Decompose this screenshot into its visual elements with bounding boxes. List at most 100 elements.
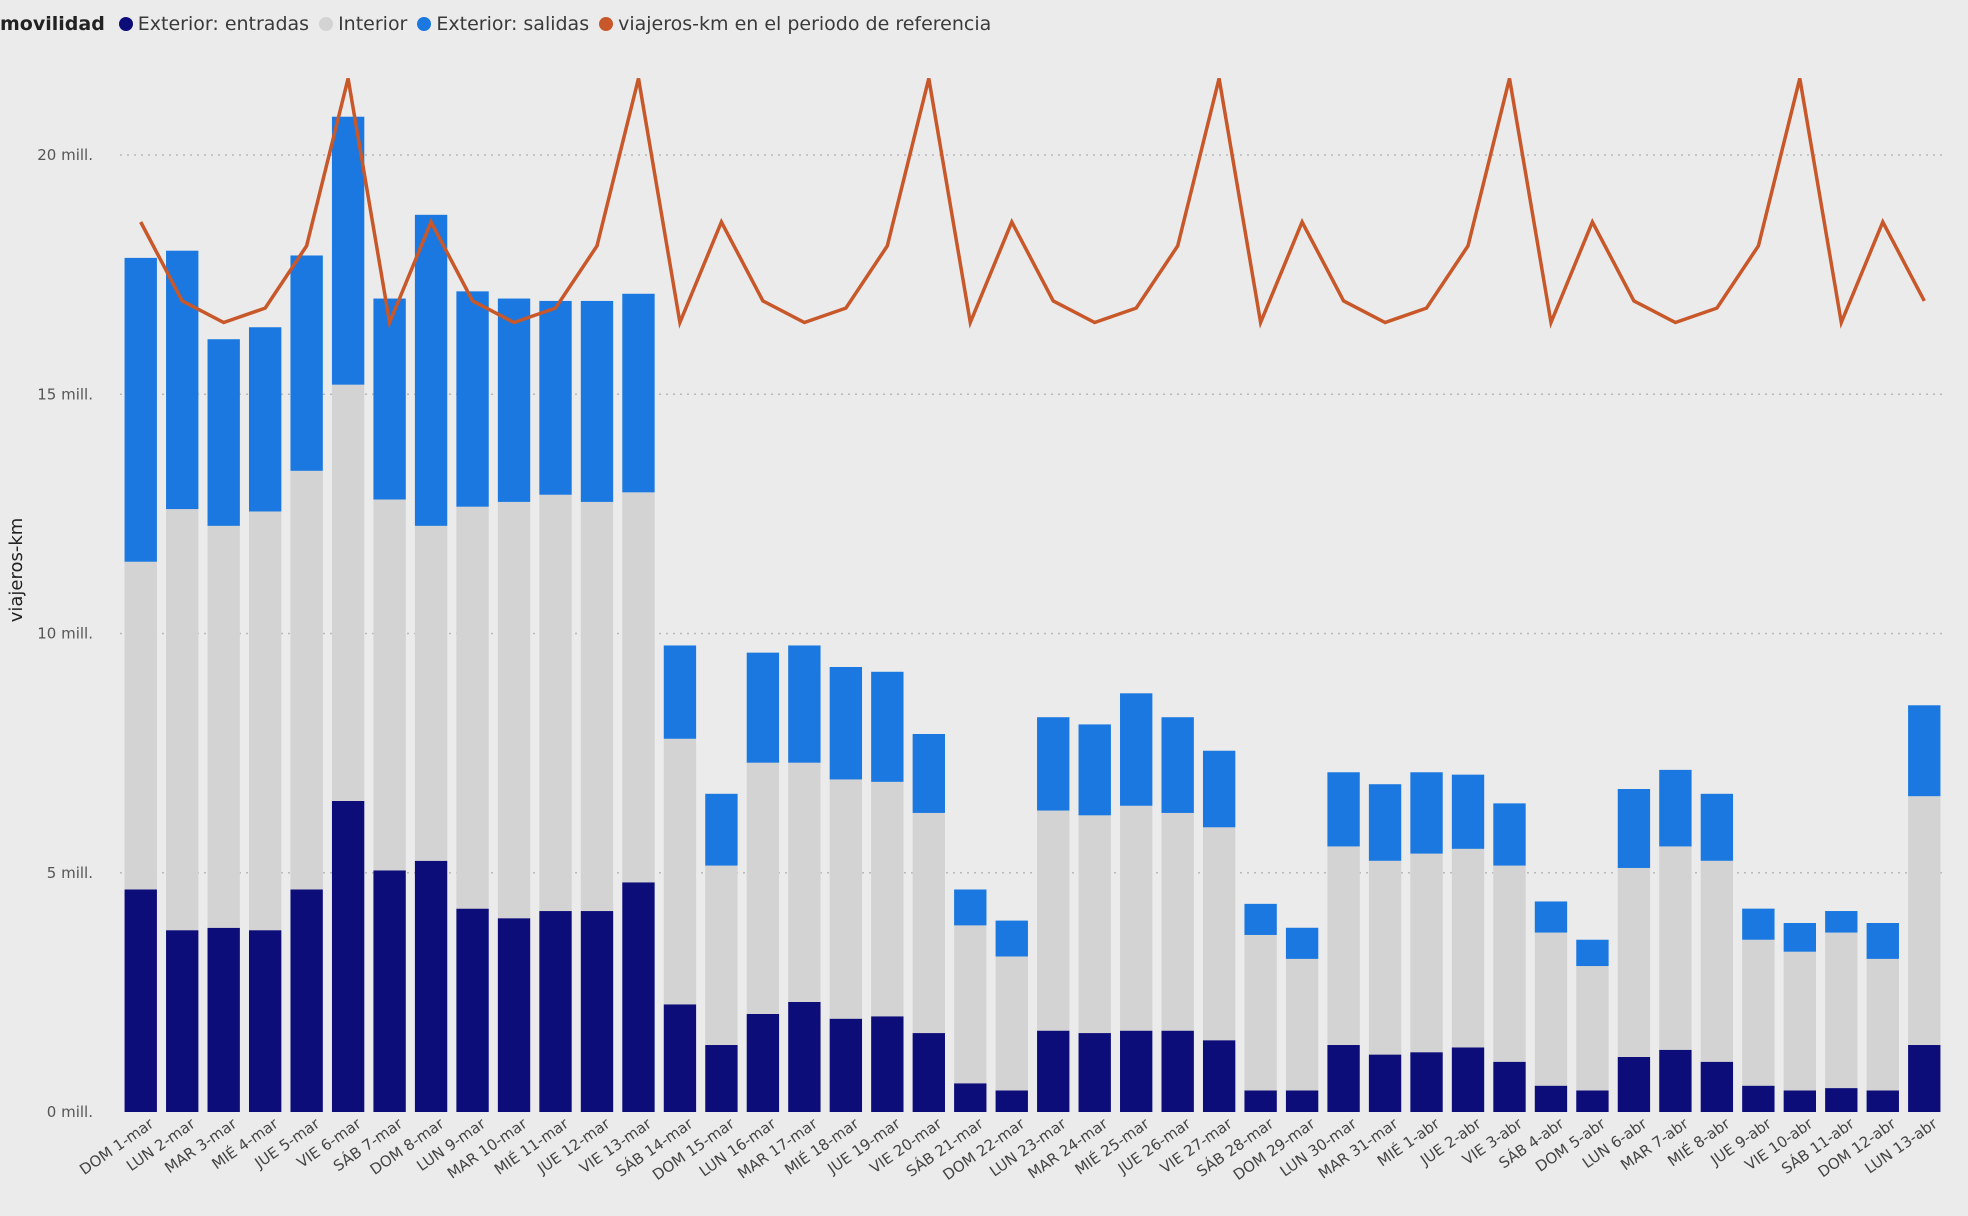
bar-segment-entradas[interactable]	[1244, 1090, 1277, 1112]
bar-segment-salidas[interactable]	[954, 889, 987, 926]
bar-segment-interior[interactable]	[829, 779, 863, 1019]
bar-segment-interior[interactable]	[1368, 860, 1402, 1055]
bar-segment-salidas[interactable]	[1866, 922, 1899, 959]
bar-segment-salidas[interactable]	[829, 666, 863, 780]
bar-segment-salidas[interactable]	[1327, 772, 1360, 847]
bar-segment-salidas[interactable]	[1783, 922, 1817, 952]
bar-segment-entradas[interactable]	[1161, 1030, 1194, 1112]
bar-segment-salidas[interactable]	[871, 671, 904, 782]
bar-segment-entradas[interactable]	[124, 889, 157, 1112]
bar-segment-interior[interactable]	[871, 781, 904, 1017]
bar-segment-entradas[interactable]	[829, 1018, 863, 1112]
bar-segment-interior[interactable]	[331, 384, 365, 801]
bar-segment-interior[interactable]	[1617, 867, 1651, 1057]
bar-segment-entradas[interactable]	[871, 1016, 904, 1112]
bar-segment-interior[interactable]	[290, 470, 323, 890]
bar-segment-salidas[interactable]	[1742, 908, 1775, 940]
bar-segment-interior[interactable]	[1078, 815, 1111, 1034]
bar-segment-entradas[interactable]	[331, 800, 365, 1112]
bar-segment-salidas[interactable]	[248, 327, 282, 512]
bar-segment-interior[interactable]	[954, 925, 987, 1084]
bar-segment-salidas[interactable]	[207, 339, 240, 526]
bar-segment-interior[interactable]	[1534, 932, 1568, 1086]
bar-segment-entradas[interactable]	[1742, 1085, 1775, 1112]
bar-segment-entradas[interactable]	[622, 882, 655, 1112]
bar-segment-interior[interactable]	[663, 738, 697, 1005]
bar-segment-salidas[interactable]	[373, 298, 406, 500]
legend-item-salidas[interactable]: Exterior: salidas	[417, 13, 589, 35]
bar-segment-salidas[interactable]	[1659, 769, 1692, 847]
bar-segment-salidas[interactable]	[1120, 693, 1153, 806]
bar-segment-salidas[interactable]	[497, 298, 531, 502]
bar-segment-entradas[interactable]	[912, 1033, 945, 1112]
bar-segment-salidas[interactable]	[788, 645, 821, 763]
bar-segment-salidas[interactable]	[912, 733, 945, 813]
bar-segment-entradas[interactable]	[497, 918, 531, 1112]
bar-segment-salidas[interactable]	[539, 300, 572, 495]
bar-segment-entradas[interactable]	[456, 908, 489, 1112]
bar-segment-interior[interactable]	[124, 561, 157, 890]
reference-line[interactable]	[139, 77, 1926, 329]
bar-segment-entradas[interactable]	[1659, 1049, 1692, 1112]
bar-segment-salidas[interactable]	[1908, 705, 1941, 797]
bar-segment-salidas[interactable]	[995, 920, 1028, 957]
bar-segment-interior[interactable]	[705, 865, 738, 1046]
bar-segment-salidas[interactable]	[290, 255, 323, 471]
bar-segment-entradas[interactable]	[1576, 1090, 1609, 1112]
bar-segment-interior[interactable]	[622, 492, 655, 883]
legend-item-interior[interactable]: Interior	[319, 13, 407, 35]
bar-segment-entradas[interactable]	[1700, 1061, 1734, 1112]
bar-segment-interior[interactable]	[207, 525, 240, 928]
bar-segment-entradas[interactable]	[1783, 1090, 1817, 1112]
bar-segment-salidas[interactable]	[1410, 772, 1443, 854]
bar-segment-interior[interactable]	[456, 506, 489, 909]
bar-segment-interior[interactable]	[1493, 865, 1526, 1062]
bar-segment-interior[interactable]	[1825, 932, 1858, 1089]
bar-segment-interior[interactable]	[1908, 796, 1941, 1046]
bar-segment-interior[interactable]	[1659, 846, 1692, 1050]
bar-segment-entradas[interactable]	[290, 889, 323, 1112]
bar-segment-entradas[interactable]	[1202, 1040, 1236, 1112]
bar-segment-entradas[interactable]	[166, 930, 199, 1112]
bar-segment-entradas[interactable]	[1285, 1090, 1319, 1112]
bar-segment-interior[interactable]	[1037, 810, 1070, 1031]
bar-segment-salidas[interactable]	[1700, 793, 1734, 861]
bar-segment-salidas[interactable]	[1368, 784, 1402, 861]
bar-segment-interior[interactable]	[746, 762, 780, 1014]
bar-segment-salidas[interactable]	[1244, 903, 1277, 935]
bar-segment-entradas[interactable]	[1866, 1090, 1899, 1112]
bar-segment-salidas[interactable]	[580, 300, 614, 502]
bar-segment-entradas[interactable]	[1410, 1052, 1443, 1112]
bar-segment-interior[interactable]	[1285, 958, 1319, 1091]
bar-segment-salidas[interactable]	[746, 652, 780, 763]
bar-segment-salidas[interactable]	[1161, 717, 1194, 813]
bar-segment-entradas[interactable]	[788, 1001, 821, 1112]
bar-segment-interior[interactable]	[912, 812, 945, 1034]
bar-segment-entradas[interactable]	[1617, 1056, 1651, 1112]
bar-segment-entradas[interactable]	[1825, 1088, 1858, 1112]
bar-segment-salidas[interactable]	[331, 116, 365, 385]
bar-segment-salidas[interactable]	[705, 793, 738, 866]
bar-segment-interior[interactable]	[1120, 805, 1153, 1031]
bar-segment-interior[interactable]	[1161, 812, 1194, 1031]
bar-segment-salidas[interactable]	[124, 257, 157, 562]
bar-segment-salidas[interactable]	[1576, 939, 1609, 967]
legend-item-entradas[interactable]: Exterior: entradas	[118, 13, 309, 35]
bar-segment-interior[interactable]	[580, 501, 614, 912]
bar-segment-entradas[interactable]	[1327, 1045, 1360, 1112]
bar-segment-salidas[interactable]	[456, 291, 489, 507]
bar-segment-salidas[interactable]	[414, 214, 448, 526]
legend-item-reference[interactable]: viajeros-km en el periodo de referencia	[599, 13, 991, 35]
bar-segment-salidas[interactable]	[1825, 911, 1858, 933]
bar-segment-interior[interactable]	[1202, 827, 1236, 1041]
bar-segment-entradas[interactable]	[954, 1083, 987, 1112]
bar-segment-entradas[interactable]	[1120, 1030, 1153, 1112]
bar-segment-entradas[interactable]	[207, 927, 240, 1112]
bar-segment-entradas[interactable]	[1534, 1085, 1568, 1112]
bar-segment-entradas[interactable]	[705, 1045, 738, 1112]
bar-segment-salidas[interactable]	[1078, 724, 1111, 816]
bar-segment-interior[interactable]	[788, 762, 821, 1002]
bar-segment-interior[interactable]	[1451, 848, 1485, 1048]
bar-segment-entradas[interactable]	[746, 1013, 780, 1112]
bar-segment-salidas[interactable]	[1493, 803, 1526, 866]
